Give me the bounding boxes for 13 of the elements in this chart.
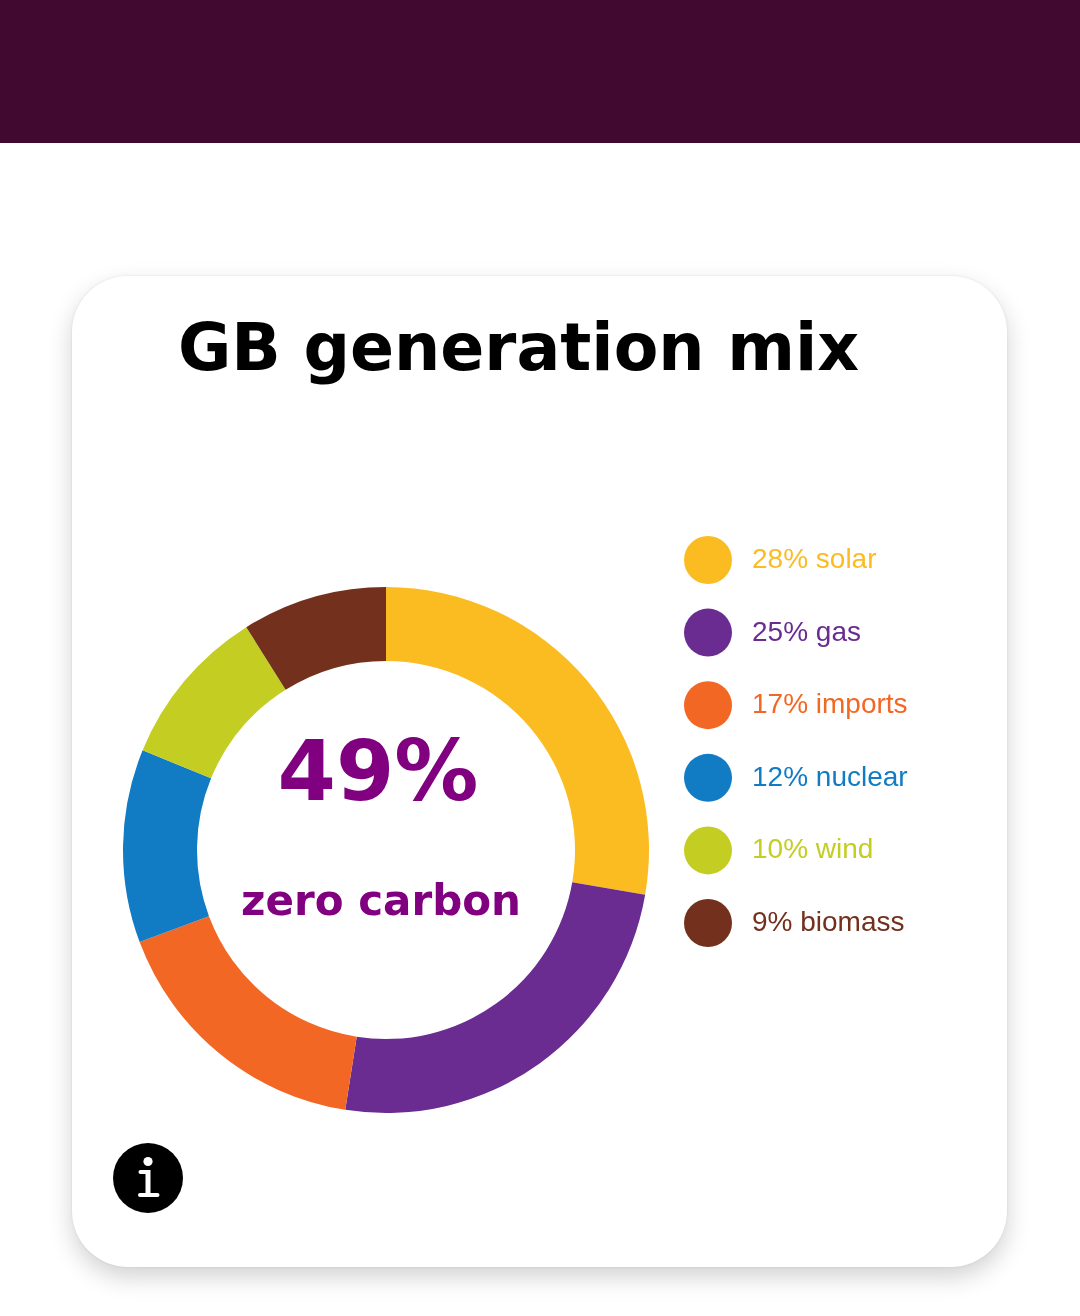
donut-slice [123,750,212,943]
text: zero carbon [241,876,521,925]
legend-label: 12% nuclear [752,760,908,792]
legend-label: 25% gas [752,615,861,647]
donut-slice [246,587,386,690]
legend-label: 17% imports [752,688,908,720]
legend-label: 9% biomass [752,906,905,937]
chart-title: GB generation mix [177,310,860,385]
donut-slice [139,916,357,1110]
legend-label: 28% solar [752,543,877,574]
donut-slice [345,882,646,1113]
text: 49% [277,722,479,820]
legend-label: 10% wind [752,833,874,865]
